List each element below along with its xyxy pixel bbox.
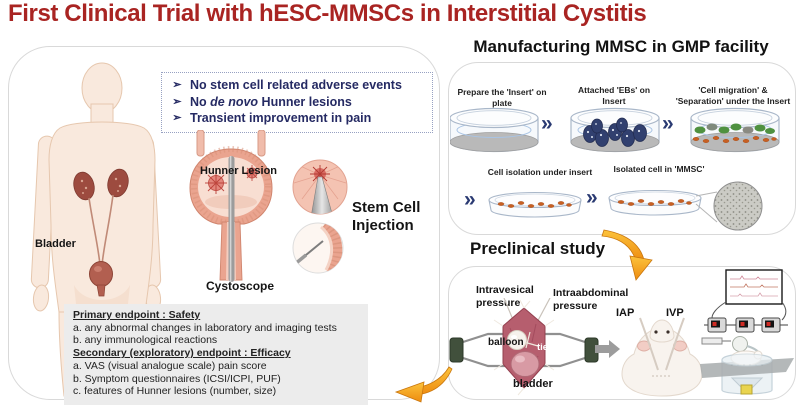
measurement-equipment-illustration [700, 269, 794, 395]
injection-inset-top [292, 159, 348, 215]
injection-inset-bottom [292, 222, 344, 274]
manufacturing-title: Manufacturing MMSC in GMP facility [473, 37, 769, 56]
balloon-catheter [507, 330, 527, 350]
hunner-lesion-spot [205, 165, 260, 194]
cystoscope-label: Cystoscope [206, 279, 275, 293]
magnified-cells-view [713, 181, 763, 231]
arrow-bullet-icon: ➢ [172, 112, 182, 124]
preclinical-title: Preclinical study [470, 239, 606, 258]
surgical-field-illustration [449, 298, 599, 396]
hunner-lesion-label: Hunner Lesion [200, 165, 278, 177]
petri-dish-insert [450, 107, 539, 153]
kidneys [73, 168, 129, 201]
intraabdominal-pressure-label: Intraabdominal pressure [553, 287, 629, 312]
ureters [88, 194, 114, 266]
bladder-crosssection-illustration [189, 130, 273, 282]
step-label-prepare-insert: Prepare the 'Insert' on plate [457, 87, 547, 109]
secondary-endpoint-title: Secondary (exploratory) endpoint : Effic… [73, 347, 291, 360]
outcome-text: Transient improvement in pain [190, 111, 372, 125]
step-label-cell-isolation: Cell isolation under insert [487, 167, 593, 177]
chevron-arrow-icon: » [541, 112, 553, 135]
outcome-item: ➢ No de novo Hunner lesions [164, 94, 426, 111]
primary-endpoint-title: Primary endpoint : Safety [73, 309, 201, 321]
orange-arrow-left-icon [394, 366, 453, 403]
pressure-bulb [732, 336, 748, 352]
arrow-bullet-icon: ➢ [172, 95, 182, 108]
rat-bladder [510, 351, 540, 377]
endpoint-item: a. any abnormal changes in laboratory an… [73, 321, 337, 334]
ivp-label: IVP [666, 307, 684, 319]
migrated-cells [692, 123, 777, 143]
endpoint-item: b. Symptom questionnaires (ICSI/ICPI, PU… [73, 372, 281, 385]
step-label-cell-migration: 'Cell migration' & 'Separation' under th… [675, 85, 791, 107]
chevron-arrow-icon: » [662, 112, 674, 135]
outcome-item: ➢ No stem cell related adverse events [164, 77, 426, 94]
rat-illustration [621, 317, 703, 397]
chevron-arrow-icon: » [586, 186, 598, 209]
bladder-organ [89, 261, 113, 297]
outcome-text: No de novo Hunner lesions [190, 94, 352, 109]
balloon-label: balloon [488, 337, 524, 348]
endpoint-item: c. features of Hunner lesions (number, s… [73, 385, 277, 398]
stem-cell-injection-label: Stem Cell Injection [352, 199, 421, 234]
scope-tip [310, 176, 334, 214]
pressure-transducers [707, 317, 781, 333]
ureter-tubes [196, 130, 266, 157]
step-label-attached-ebs: Attached 'EBs' on Insert [577, 85, 651, 107]
bladder-label: Bladder [35, 238, 76, 250]
petri-dish-workflow-illustration [450, 107, 780, 231]
mmsc-cells [617, 199, 692, 206]
metabolic-cage [700, 350, 794, 395]
embryoid-bodies [583, 117, 647, 147]
outcome-item: ➢ Transient improvement in pain [164, 110, 426, 127]
intravesical-pressure-label: Intravesical pressure [476, 284, 534, 309]
arrow-bullet-icon: ➢ [172, 79, 182, 91]
gray-arrow-icon [595, 340, 620, 358]
tie-label: tie [537, 342, 549, 353]
bladder-tissue-label: bladder [513, 378, 553, 390]
outcomes-box: ➢ No stem cell related adverse events ➢ … [161, 72, 433, 133]
step-label-isolated-cell: Isolated cell in 'MMSC' [613, 164, 705, 174]
endpoint-item: b. any immunological reactions [73, 334, 218, 347]
endpoint-item: a. VAS (visual analogue scale) pain scor… [73, 359, 267, 372]
syringe [701, 337, 723, 345]
isolated-cells [497, 201, 572, 208]
figure-title: First Clinical Trial with hESC-MMSCs in … [8, 0, 647, 27]
chevron-arrow-icon: » [464, 188, 476, 211]
outcome-text: No stem cell related adverse events [190, 78, 402, 92]
catheter-lines [639, 317, 685, 371]
endpoints-box: Primary endpoint : Safety a. any abnorma… [64, 304, 368, 405]
cystoscope-rod [228, 156, 235, 282]
orange-arrow-down-icon [601, 229, 653, 281]
iap-label: IAP [616, 307, 635, 319]
retractor-right [542, 332, 599, 368]
